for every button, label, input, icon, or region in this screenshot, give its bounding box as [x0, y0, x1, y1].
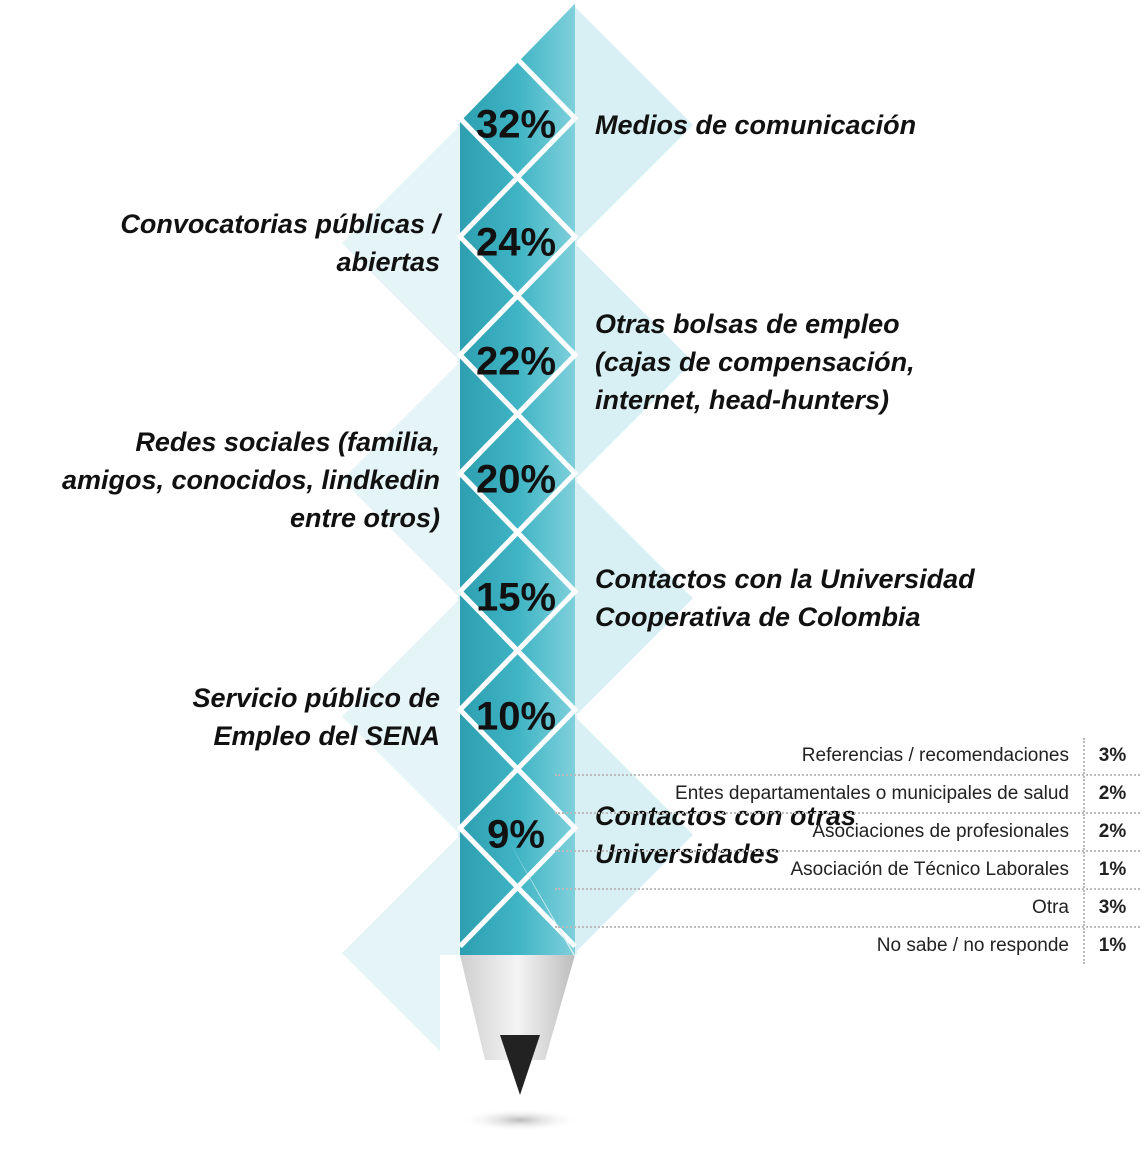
- item-label: Otras bolsas de empleo(cajas de compensa…: [595, 305, 915, 419]
- percent: 32%: [451, 103, 581, 148]
- label-line: Redes sociales (familia,: [62, 423, 440, 461]
- row-value: 3%: [1083, 890, 1140, 926]
- percent: 24%: [451, 221, 581, 266]
- row-value: 2%: [1083, 776, 1140, 812]
- label-line: Medios de comunicación: [595, 106, 916, 144]
- row-label: Asociación de Técnico Laborales: [555, 852, 1083, 888]
- percent: 15%: [451, 576, 581, 621]
- table-row: Entes departamentales o municipales de s…: [555, 776, 1140, 814]
- percent: 10%: [451, 694, 581, 739]
- row-value: 3%: [1083, 738, 1140, 774]
- label-line: (cajas de compensación,: [595, 343, 915, 381]
- row-value: 1%: [1083, 852, 1140, 888]
- label-line: Cooperativa de Colombia: [595, 598, 975, 636]
- row-label: Referencias / recomendaciones: [555, 738, 1083, 774]
- label-line: Contactos con la Universidad: [595, 560, 975, 598]
- label-line: amigos, conocidos, lindkedin: [62, 461, 440, 499]
- item-label: Redes sociales (familia,amigos, conocido…: [62, 423, 440, 537]
- percent: 22%: [451, 339, 581, 384]
- item-label: Medios de comunicación: [595, 106, 916, 144]
- item-label: Convocatorias públicas /abiertas: [120, 205, 440, 281]
- label-line: abiertas: [120, 243, 440, 281]
- label-line: Convocatorias públicas /: [120, 205, 440, 243]
- row-label: Otra: [555, 890, 1083, 926]
- label-line: Servicio público de: [192, 679, 440, 717]
- row-label: No sabe / no responde: [555, 928, 1083, 964]
- percent: 20%: [451, 457, 581, 502]
- row-value: 2%: [1083, 814, 1140, 850]
- row-label: Entes departamentales o municipales de s…: [555, 776, 1083, 812]
- row-label: Asociaciones de profesionales: [555, 814, 1083, 850]
- label-line: Otras bolsas de empleo: [595, 305, 915, 343]
- label-line: entre otros): [62, 499, 440, 537]
- label-line: internet, head-hunters): [595, 381, 915, 419]
- shadow: [460, 1108, 580, 1132]
- label-line: Empleo del SENA: [192, 717, 440, 755]
- row-value: 1%: [1083, 928, 1140, 964]
- page: 32%Medios de comunicación24%Convocatoria…: [0, 0, 1144, 1168]
